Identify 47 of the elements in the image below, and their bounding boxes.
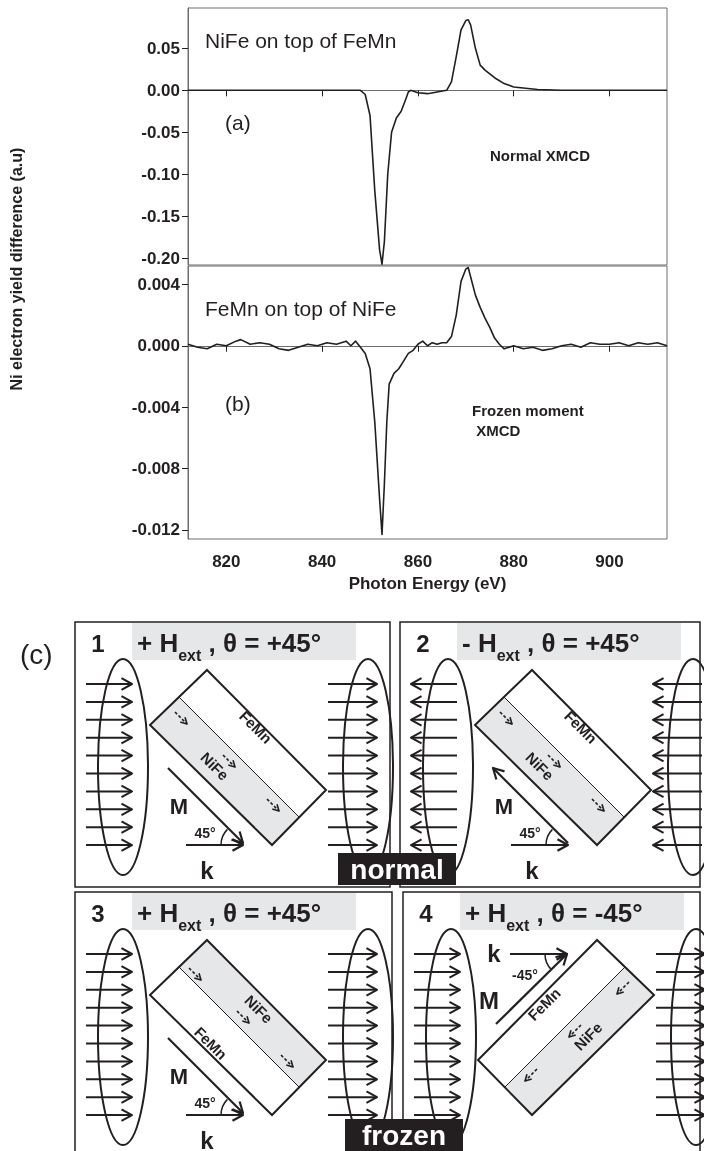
text: -45° bbox=[512, 967, 538, 983]
text: M bbox=[479, 987, 499, 1014]
annotation: (b) bbox=[225, 392, 251, 415]
x-axis-title: Photon Energy (eV) bbox=[348, 574, 507, 593]
y-tick-label: -0.10 bbox=[141, 164, 180, 184]
text: + H$_{ext}$ , θ = -45° bbox=[465, 898, 643, 934]
x-tick-label: 840 bbox=[307, 552, 337, 571]
text: 3 bbox=[91, 900, 105, 927]
annotation: Normal XMCD bbox=[490, 146, 591, 164]
x-tick-label: 820 bbox=[212, 552, 241, 571]
y-tick-label: 0.000 bbox=[137, 336, 180, 356]
text: frozen bbox=[362, 1120, 446, 1151]
annotation: (a) bbox=[225, 111, 251, 134]
text: M bbox=[494, 794, 514, 819]
y-tick-label: -0.15 bbox=[141, 206, 180, 226]
text: k bbox=[525, 857, 540, 884]
text: 2 bbox=[416, 630, 430, 657]
annotation: FeMn on top of NiFe bbox=[205, 297, 397, 320]
y-tick-label: -0.012 bbox=[131, 520, 180, 540]
annotation: NiFe on top of FeMn bbox=[205, 29, 397, 52]
text: k bbox=[487, 940, 502, 967]
y-tick-label: -0.20 bbox=[141, 248, 180, 268]
y-axis-title: Ni electron yield difference (a.u) bbox=[8, 146, 26, 393]
x-tick-label: 900 bbox=[595, 552, 624, 571]
text: 45° bbox=[519, 825, 541, 841]
text: M bbox=[169, 1064, 189, 1089]
text: 4 bbox=[419, 900, 434, 927]
text: (c) bbox=[20, 639, 53, 670]
text: k bbox=[200, 1127, 215, 1151]
text: k bbox=[200, 857, 215, 884]
text: + H$_{ext}$ , θ = +45° bbox=[137, 898, 322, 934]
text: 45° bbox=[194, 825, 216, 841]
text: 45° bbox=[194, 1095, 216, 1111]
text: - H$_{ext}$ , θ = +45° bbox=[462, 628, 640, 664]
text: 1 bbox=[91, 630, 105, 657]
text: M bbox=[169, 794, 189, 819]
text: + H$_{ext}$ , θ = +45° bbox=[137, 628, 322, 664]
y-tick-label: -0.05 bbox=[141, 122, 180, 142]
text: normal bbox=[350, 854, 444, 885]
y-tick-label: 0.004 bbox=[137, 274, 181, 294]
y-tick-label: -0.008 bbox=[131, 458, 180, 478]
y-tick-label: 0.05 bbox=[146, 38, 180, 58]
x-tick-label: 860 bbox=[403, 552, 433, 571]
x-tick-label: 880 bbox=[499, 552, 528, 571]
annotation: Frozen moment XMCD bbox=[472, 401, 584, 439]
y-tick-label: -0.004 bbox=[131, 397, 181, 417]
y-tick-label: 0.00 bbox=[146, 80, 180, 100]
